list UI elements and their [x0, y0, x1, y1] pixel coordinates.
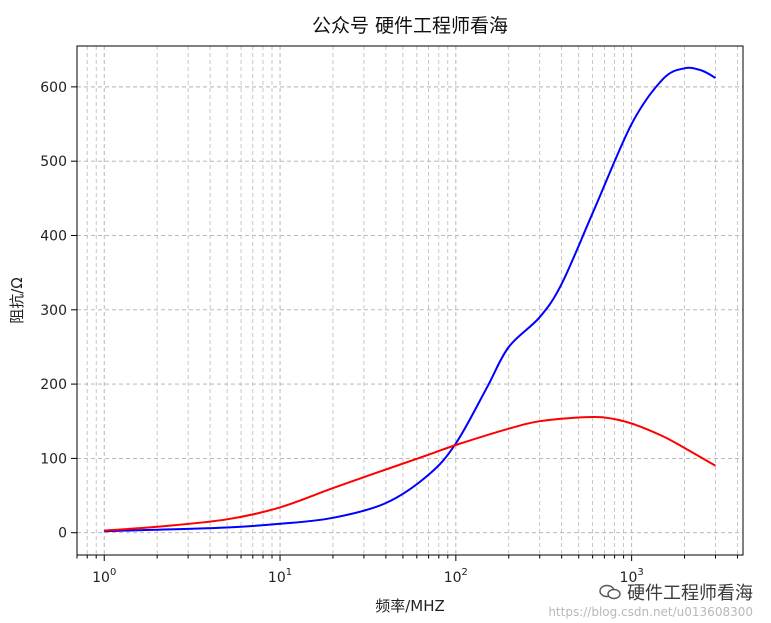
y-tick-label: 0 [58, 526, 67, 542]
y-tick-label: 200 [40, 377, 67, 393]
chat-bubble-icon [599, 584, 621, 600]
y-tick-label: 600 [40, 80, 67, 96]
x-tick-label: 102 [444, 567, 468, 586]
watermark-text: 硬件工程师看海 [627, 583, 753, 604]
series-line-2 [104, 415, 716, 532]
series-line-1 [104, 66, 717, 533]
x-tick-label: 103 [620, 567, 644, 586]
y-tick-label: 300 [40, 303, 67, 319]
chart-title: 公众号 硬件工程师看海 [312, 15, 508, 37]
watermark-url: https://blog.csdn.net/u013608300 [548, 605, 753, 619]
grid-lines [76, 46, 743, 555]
y-tick-label: 500 [40, 154, 67, 170]
axis-ticks: 100 101 102 103 0 100 200 300 400 500 600 [40, 80, 738, 586]
x-tick-label: 101 [268, 567, 292, 586]
x-tick-label: 100 [92, 567, 116, 586]
y-tick-label: 400 [40, 228, 67, 244]
x-axis-label: 频率/MHZ [375, 597, 445, 615]
y-tick-label: 100 [40, 451, 67, 467]
series-lines [104, 66, 717, 533]
watermark: 硬件工程师看海 https://blog.csdn.net/u013608300 [548, 579, 753, 619]
y-axis-label: 阻抗/Ω [8, 277, 26, 324]
plot-frame [76, 45, 744, 556]
